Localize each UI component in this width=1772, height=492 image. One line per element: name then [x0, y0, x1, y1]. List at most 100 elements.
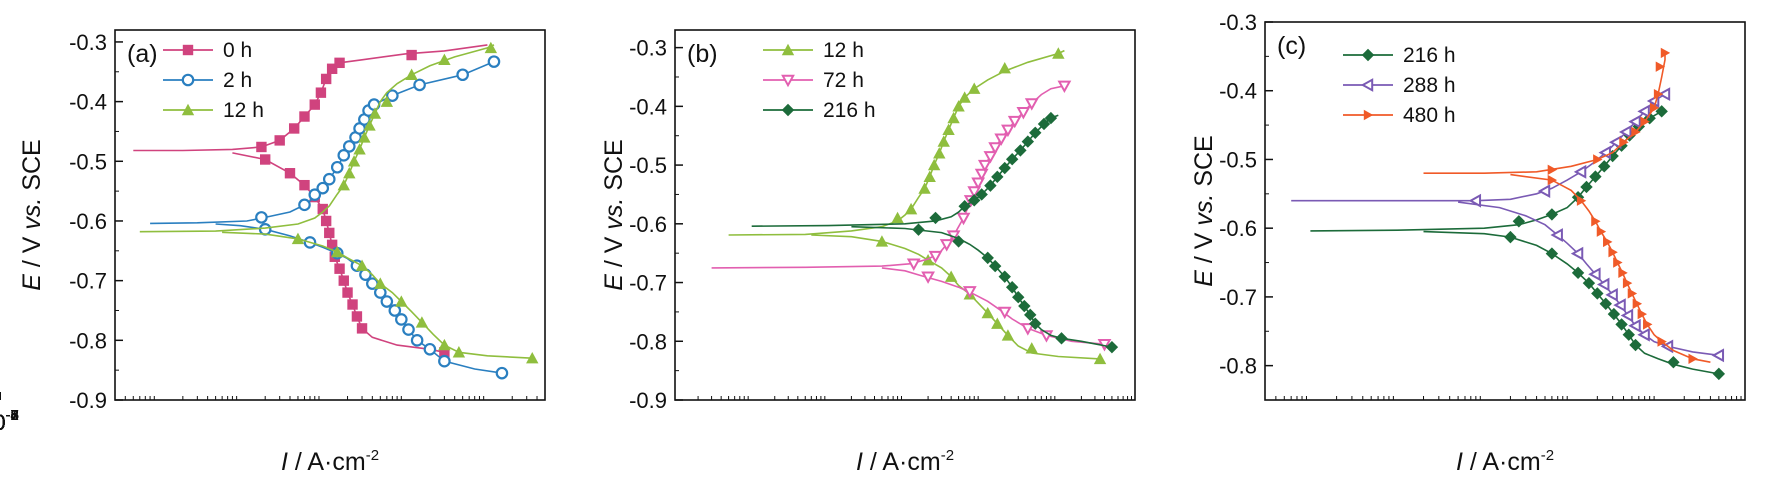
data-point [299, 179, 310, 191]
data-point [331, 245, 344, 258]
data-point [1660, 47, 1671, 59]
x-tick-label: 10-8 [0, 407, 19, 435]
x-tick-label: 10-4 [0, 407, 19, 435]
data-point [1643, 319, 1653, 330]
data-point [374, 277, 387, 289]
data-point [438, 354, 451, 368]
y-axis-title: E / V vs. SCE [18, 139, 46, 290]
data-point [355, 259, 369, 271]
data-point [1712, 367, 1726, 381]
legend-item: 72 h [763, 69, 864, 92]
data-point [1588, 267, 1601, 282]
data-point [891, 211, 904, 224]
data-point [981, 306, 994, 319]
data-point [912, 223, 925, 236]
data-point [330, 160, 344, 174]
data-point [968, 194, 981, 207]
data-point [998, 161, 1011, 175]
plot-frame [674, 29, 1136, 401]
data-point [1619, 137, 1629, 148]
data-point [363, 119, 376, 131]
data-point [1593, 154, 1603, 165]
data-point [971, 177, 986, 190]
y-tick-label: -0.6 [1219, 216, 1257, 241]
chart-panel-c: 10-710-610-510-410-310-2 -0.3 -0.4 -0.5 -0.6… [0, 10, 1746, 476]
y-tick-label: -0.7 [629, 271, 667, 296]
data-point [324, 227, 335, 239]
y-tick-label: -0.4 [1219, 79, 1257, 104]
data-point [334, 57, 345, 69]
plot-frame [114, 29, 546, 401]
data-point [1005, 153, 1019, 166]
data-point [968, 82, 981, 94]
legend-marker [181, 103, 195, 116]
data-point [342, 287, 353, 298]
x-tick-label: 10-4 [0, 407, 19, 435]
data-point [452, 346, 466, 358]
x-tick-label: 10-5 [0, 407, 19, 435]
data-point [1029, 126, 1042, 139]
x-tick-label: 10-7 [0, 407, 19, 435]
data-point [1580, 180, 1593, 194]
data-point [991, 170, 1004, 184]
x-tick-label: 10-2 [0, 407, 19, 435]
plot-frame [1264, 21, 1746, 401]
series-line-cathodic [1423, 230, 1719, 375]
series-12h [139, 41, 539, 364]
data-point [1596, 226, 1607, 237]
data-point [255, 211, 268, 224]
legend-marker [781, 103, 795, 117]
y-tick-label: -0.7 [69, 269, 107, 294]
x-tick-label: 10-4 [0, 407, 19, 435]
data-point [395, 295, 408, 307]
data-point [315, 87, 327, 98]
legend-marker [1360, 78, 1374, 92]
data-point [1052, 47, 1065, 59]
data-point [320, 215, 332, 227]
series-480h [1423, 47, 1711, 364]
data-point [1512, 215, 1526, 228]
data-point [956, 212, 971, 226]
data-point [326, 63, 338, 74]
data-point [1589, 170, 1602, 183]
data-point [988, 259, 1002, 273]
data-point [338, 275, 349, 286]
data-point [342, 140, 356, 153]
series-12h [728, 47, 1107, 365]
y-tick-label: -0.7 [1219, 285, 1257, 310]
data-point [929, 211, 942, 225]
series-line-anodic [150, 60, 495, 225]
series-216h [1310, 105, 1726, 381]
data-point [1608, 247, 1618, 258]
data-point [1657, 87, 1671, 102]
x-tick-label: 10-7 [0, 407, 19, 435]
data-point [1637, 327, 1650, 342]
data-point [322, 172, 336, 186]
data-point [1014, 144, 1027, 157]
data-point [1025, 342, 1038, 354]
data-point [944, 270, 958, 282]
data-point [1055, 332, 1068, 345]
data-point [495, 366, 509, 380]
data-point [1628, 114, 1641, 129]
y-tick-label: -0.3 [69, 30, 107, 55]
y-tick-label: -0.6 [629, 212, 667, 237]
y-tick-label: -0.6 [69, 209, 107, 234]
legend-item: 216 h [763, 99, 876, 122]
data-point [906, 258, 921, 272]
x-tick-label: 10-6 [0, 407, 19, 435]
data-point [402, 323, 415, 336]
data-point [388, 304, 402, 317]
data-point [284, 168, 296, 179]
data-point [952, 100, 965, 112]
data-point [309, 99, 320, 110]
y-tick-label: -0.8 [1219, 354, 1257, 379]
data-point [1545, 247, 1559, 260]
data-point [1573, 164, 1587, 179]
panel-label: (a) [127, 40, 158, 68]
data-point [343, 167, 356, 179]
data-point [386, 89, 399, 102]
x-tick-label: 10-3 [0, 407, 19, 435]
data-point [308, 188, 322, 202]
